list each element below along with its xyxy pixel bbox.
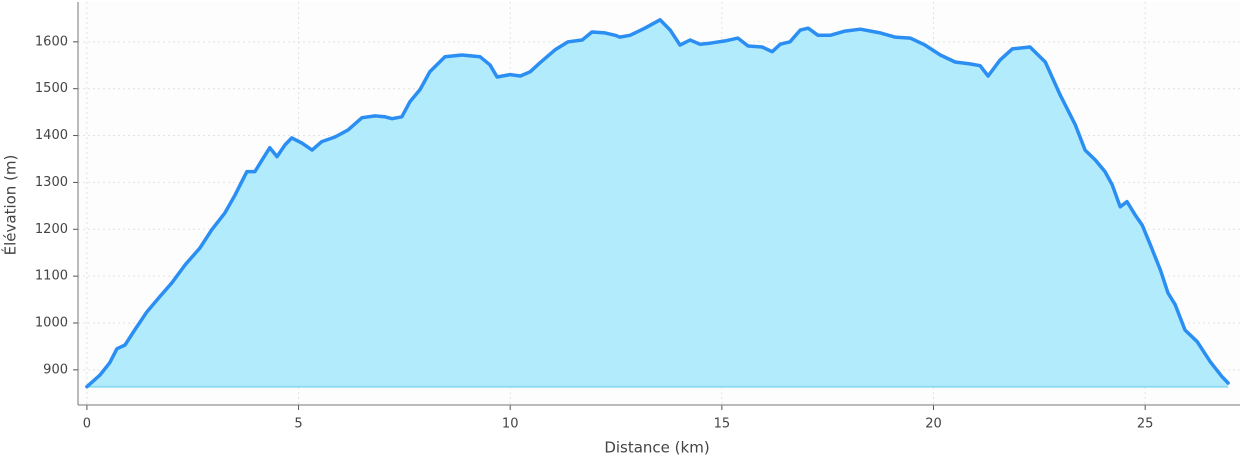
y-tick-label: 1500 <box>35 81 68 96</box>
x-tick-label: 15 <box>714 417 731 432</box>
x-tick-label: 0 <box>83 417 91 432</box>
x-tick-label: 10 <box>502 417 519 432</box>
y-tick-label: 900 <box>43 362 68 377</box>
y-tick-label: 1300 <box>35 175 68 190</box>
elevation-line <box>85 18 1230 389</box>
y-tick-label: 1400 <box>35 128 68 143</box>
x-axis-label: Distance (km) <box>604 439 709 457</box>
y-axis-label: Élévation (m) <box>1 155 20 256</box>
y-tick-label: 1000 <box>35 315 68 330</box>
x-tick-label: 20 <box>925 417 942 432</box>
area-fill <box>86 19 1229 387</box>
x-tick-label: 25 <box>1137 417 1154 432</box>
y-tick-label: 1200 <box>35 222 68 237</box>
x-tick-label: 5 <box>294 417 302 432</box>
y-tick-label: 1100 <box>35 269 68 284</box>
y-tick-label: 1600 <box>35 34 68 49</box>
